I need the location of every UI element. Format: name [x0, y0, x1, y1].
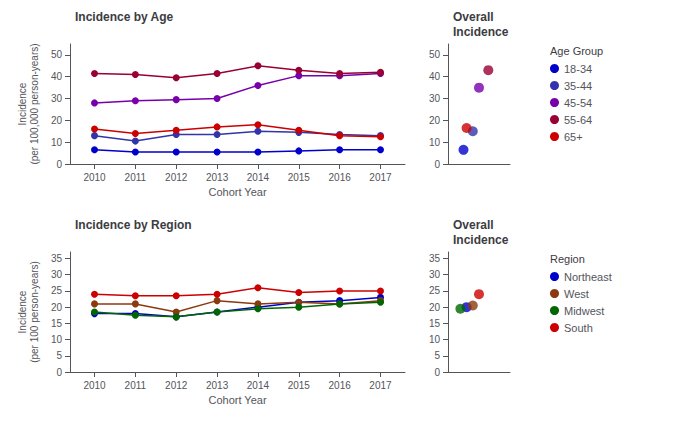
svg-text:Incidence by Region: Incidence by Region — [75, 218, 192, 232]
svg-text:2014: 2014 — [247, 172, 270, 183]
svg-text:5: 5 — [434, 350, 440, 361]
svg-text:35: 35 — [51, 253, 63, 264]
svg-text:0: 0 — [434, 367, 440, 378]
svg-text:45-54: 45-54 — [564, 97, 592, 109]
svg-text:40: 40 — [51, 71, 63, 82]
svg-text:2014: 2014 — [247, 380, 270, 391]
svg-text:10: 10 — [51, 137, 63, 148]
svg-text:30: 30 — [429, 269, 441, 280]
svg-text:30: 30 — [51, 269, 63, 280]
svg-text:2016: 2016 — [329, 380, 352, 391]
svg-text:2015: 2015 — [288, 380, 311, 391]
svg-text:2017: 2017 — [369, 380, 392, 391]
svg-text:25: 25 — [429, 285, 441, 296]
svg-text:(per 100 person-years): (per 100 person-years) — [29, 261, 40, 363]
svg-text:2017: 2017 — [369, 172, 392, 183]
svg-text:Region: Region — [550, 253, 585, 265]
svg-text:Incidence: Incidence — [17, 82, 28, 125]
svg-text:Northeast: Northeast — [564, 271, 612, 283]
svg-text:0: 0 — [434, 159, 440, 170]
svg-text:Incidence: Incidence — [453, 233, 509, 247]
svg-text:25: 25 — [51, 285, 63, 296]
svg-text:Cohort Year: Cohort Year — [208, 394, 266, 406]
svg-text:35: 35 — [429, 253, 441, 264]
svg-text:2015: 2015 — [288, 172, 311, 183]
svg-text:Incidence by Age: Incidence by Age — [75, 10, 174, 24]
svg-text:30: 30 — [51, 93, 63, 104]
svg-text:10: 10 — [429, 137, 441, 148]
svg-text:20: 20 — [429, 302, 441, 313]
svg-text:Overall: Overall — [453, 10, 494, 24]
svg-text:55-64: 55-64 — [564, 114, 592, 126]
svg-text:2011: 2011 — [125, 172, 147, 183]
svg-text:West: West — [564, 288, 589, 300]
svg-text:10: 10 — [51, 334, 63, 345]
svg-text:2013: 2013 — [206, 380, 229, 391]
svg-text:0: 0 — [56, 159, 62, 170]
svg-text:65+: 65+ — [564, 131, 583, 143]
svg-text:Cohort Year: Cohort Year — [208, 186, 266, 198]
svg-text:2010: 2010 — [83, 172, 106, 183]
svg-text:South: South — [564, 322, 593, 334]
svg-text:2016: 2016 — [329, 172, 352, 183]
svg-text:2012: 2012 — [165, 172, 188, 183]
svg-text:0: 0 — [56, 367, 62, 378]
svg-text:20: 20 — [51, 115, 63, 126]
svg-text:50: 50 — [429, 49, 441, 60]
svg-text:2012: 2012 — [165, 380, 188, 391]
svg-text:Age Group: Age Group — [550, 45, 603, 57]
svg-text:20: 20 — [429, 115, 441, 126]
svg-text:(per 100,000 person-years): (per 100,000 person-years) — [29, 43, 40, 164]
svg-text:2013: 2013 — [206, 172, 229, 183]
svg-text:35-44: 35-44 — [564, 80, 592, 92]
svg-text:50: 50 — [51, 49, 63, 60]
svg-text:Incidence: Incidence — [17, 290, 28, 333]
svg-text:15: 15 — [429, 318, 441, 329]
svg-text:Overall: Overall — [453, 218, 494, 232]
svg-text:Incidence: Incidence — [453, 25, 509, 39]
svg-text:5: 5 — [56, 350, 62, 361]
svg-text:2011: 2011 — [125, 380, 147, 391]
svg-text:10: 10 — [429, 334, 441, 345]
svg-text:30: 30 — [429, 93, 441, 104]
svg-text:20: 20 — [51, 302, 63, 313]
svg-text:40: 40 — [429, 71, 441, 82]
svg-text:15: 15 — [51, 318, 63, 329]
svg-text:Midwest: Midwest — [564, 305, 604, 317]
svg-text:2010: 2010 — [83, 380, 106, 391]
svg-text:18-34: 18-34 — [564, 63, 592, 75]
